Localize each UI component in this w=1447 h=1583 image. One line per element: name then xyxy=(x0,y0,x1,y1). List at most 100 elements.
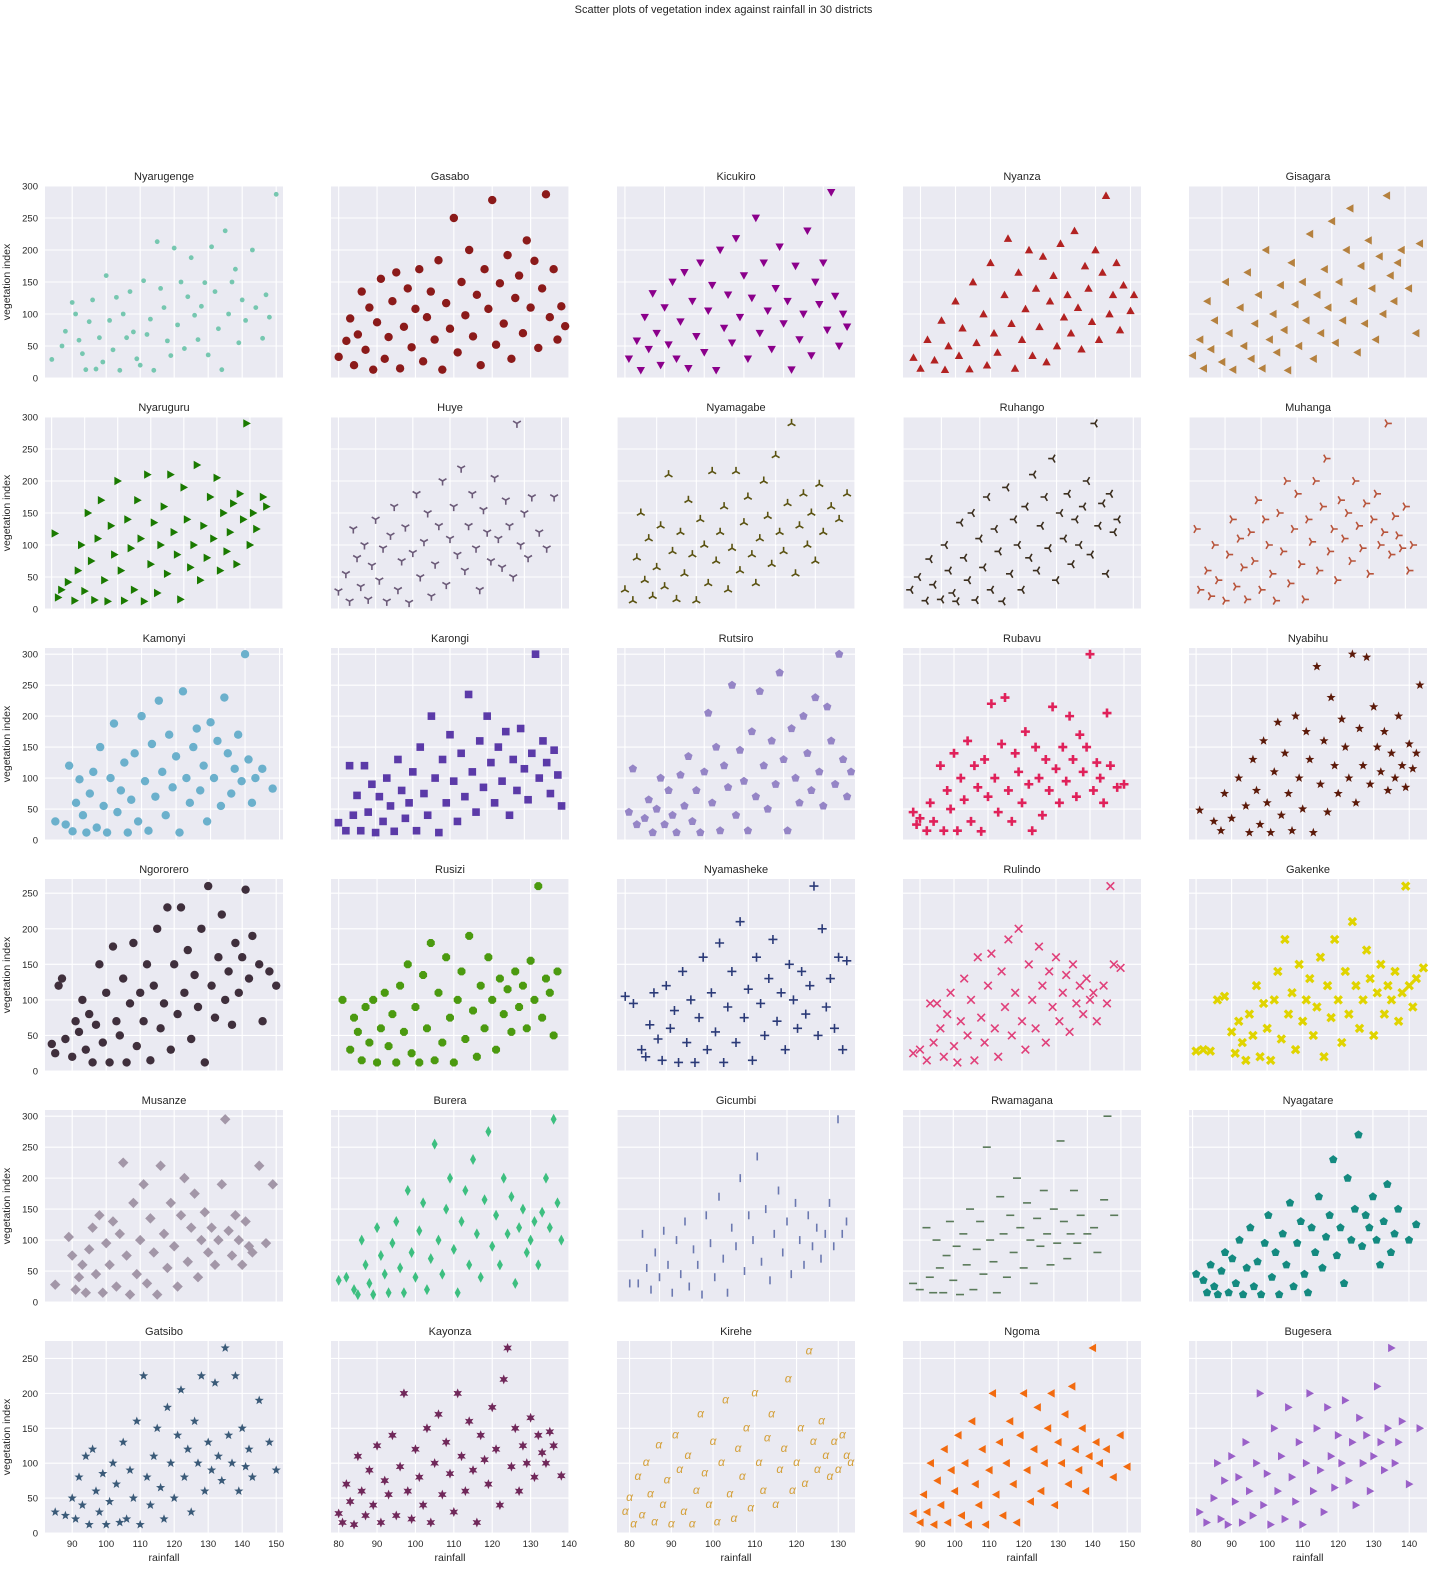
data-point xyxy=(400,1287,407,1299)
data-point xyxy=(100,359,106,365)
data-point xyxy=(178,687,188,696)
data-point xyxy=(1319,502,1327,511)
data-point xyxy=(942,1009,952,1019)
data-point xyxy=(700,349,709,357)
data-point xyxy=(230,1371,240,1380)
data-point xyxy=(1229,515,1237,524)
data-point xyxy=(116,786,126,795)
data-point: α xyxy=(710,1434,718,1448)
data-point xyxy=(1312,661,1322,671)
data-point xyxy=(253,305,259,310)
subplot-title: Gakenke xyxy=(1286,864,1330,876)
data-point xyxy=(461,792,469,801)
data-point xyxy=(210,1378,220,1387)
data-point xyxy=(1241,1055,1251,1066)
data-point xyxy=(1315,566,1324,575)
data-point xyxy=(541,1458,551,1469)
subplot-rubavu: Rubavu xyxy=(903,633,1141,841)
data-point xyxy=(1366,1486,1375,1496)
data-point xyxy=(1384,419,1392,428)
data-point xyxy=(704,708,713,717)
data-point xyxy=(990,773,1000,783)
data-point xyxy=(1105,489,1114,499)
data-point xyxy=(922,1055,932,1065)
data-point xyxy=(1116,963,1125,973)
data-point xyxy=(1219,788,1230,798)
x-axis-label: rainfall xyxy=(1293,1552,1324,1564)
data-point xyxy=(783,297,792,306)
data-point xyxy=(345,314,355,323)
data-point xyxy=(1222,596,1230,605)
data-point xyxy=(175,828,184,837)
data-point xyxy=(77,1259,88,1271)
plot-area xyxy=(903,1110,1141,1302)
data-point xyxy=(1386,1248,1396,1257)
data-point xyxy=(1210,1282,1219,1291)
data-point xyxy=(1089,988,1098,998)
data-point xyxy=(1281,1514,1290,1524)
x-tick-label: 120 xyxy=(166,1539,182,1550)
data-point xyxy=(1041,754,1051,764)
data-point xyxy=(620,585,630,593)
points xyxy=(335,1113,565,1301)
data-point xyxy=(1351,476,1360,486)
data-point xyxy=(1312,476,1320,486)
x-tick-label: 130 xyxy=(523,1539,539,1550)
data-point xyxy=(556,1470,566,1481)
data-point: α xyxy=(843,1448,851,1462)
data-point xyxy=(1315,779,1325,789)
data-point xyxy=(91,595,99,605)
data-point xyxy=(743,492,753,500)
data-point xyxy=(747,550,757,558)
data-point xyxy=(779,546,788,555)
data-point xyxy=(1290,524,1299,534)
data-point xyxy=(1010,748,1020,758)
data-point xyxy=(1253,1257,1262,1266)
data-point xyxy=(1040,492,1049,502)
data-point xyxy=(175,322,181,328)
data-point xyxy=(1393,1204,1403,1213)
data-point xyxy=(203,1247,214,1258)
data-point xyxy=(1086,550,1095,559)
data-point xyxy=(545,313,555,322)
subplot-title: Gicumbi xyxy=(716,1095,756,1107)
data-point xyxy=(435,1234,442,1246)
data-point xyxy=(815,301,824,309)
data-point xyxy=(1332,1251,1342,1260)
data-point xyxy=(155,1160,166,1171)
data-point xyxy=(775,243,784,251)
data-point xyxy=(137,362,143,368)
data-point xyxy=(482,529,492,537)
data-point xyxy=(183,945,192,955)
data-point xyxy=(1292,1497,1300,1506)
data-point xyxy=(438,1038,447,1047)
data-point xyxy=(186,1222,197,1233)
data-point xyxy=(1287,825,1297,835)
data-point xyxy=(154,588,162,598)
data-point xyxy=(652,804,661,813)
data-point xyxy=(1368,1192,1378,1201)
data-point xyxy=(1350,1204,1360,1213)
data-point xyxy=(932,999,942,1008)
data-point xyxy=(1283,1009,1294,1019)
data-point xyxy=(1203,297,1211,306)
data-point xyxy=(189,1188,200,1199)
data-point xyxy=(123,828,132,837)
data-point xyxy=(1376,767,1386,776)
data-point xyxy=(1343,1173,1352,1182)
data-point xyxy=(1375,1260,1385,1269)
data-point xyxy=(747,727,757,736)
data-point xyxy=(412,826,421,835)
y-tick-label: 300 xyxy=(22,1112,38,1123)
data-point xyxy=(512,1277,519,1289)
data-point xyxy=(243,318,249,323)
data-point: α xyxy=(839,1427,847,1441)
data-point xyxy=(341,570,351,579)
data-point xyxy=(1352,1500,1361,1510)
data-point xyxy=(799,711,808,720)
data-point xyxy=(204,881,213,891)
data-point xyxy=(1010,364,1020,372)
data-point xyxy=(1321,1232,1331,1241)
x-tick-label: 110 xyxy=(133,1539,148,1550)
data-point xyxy=(759,476,769,484)
